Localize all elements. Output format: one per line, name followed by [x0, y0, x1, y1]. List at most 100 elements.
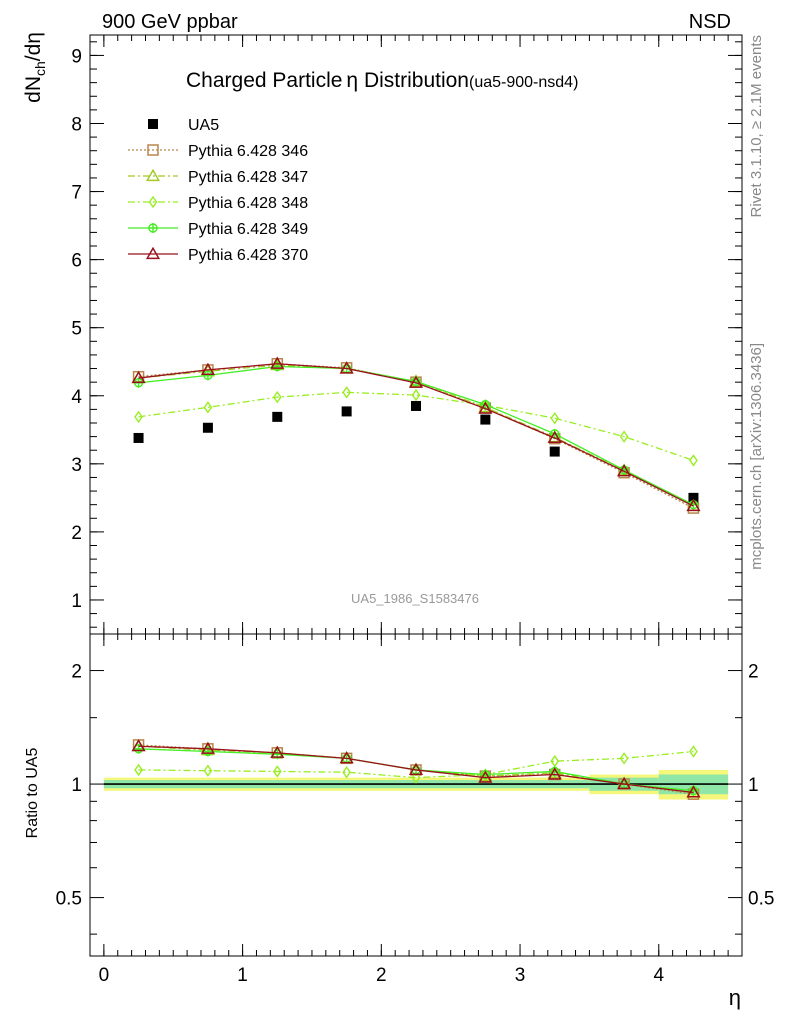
main-line-3	[138, 391, 694, 462]
process-label: NSD	[689, 11, 731, 33]
legend-item: Pythia 6.428 346	[128, 143, 308, 160]
ratio-y-tick-label: 0.5	[56, 889, 82, 910]
main-series-5	[131, 356, 701, 512]
y-axis-label-main: dN	[22, 76, 45, 103]
ratio-y-tick-label-right: 2	[748, 662, 759, 683]
y-tick-label: 1	[71, 591, 82, 612]
ratio-y-tick-label: 1	[71, 775, 82, 796]
main-point-5	[200, 362, 215, 375]
y-tick-label: 3	[71, 455, 82, 476]
chart-title-tag: (ua5-900-nsd4)	[469, 74, 578, 91]
y-tick-label: 2	[71, 523, 82, 544]
main-axes: 1 2 3 4 5 6 7 8 9	[71, 35, 742, 634]
legend-label: Pythia 6.428 370	[188, 247, 308, 264]
ratio-series-4	[131, 738, 701, 798]
ratio-point-4	[686, 785, 701, 798]
main-point-5	[131, 370, 146, 384]
main-point-3	[689, 454, 698, 467]
analysis-watermark: UA5_1986_S1583476	[351, 591, 479, 606]
ratio-y-tick-label-right: 0.5	[748, 889, 774, 910]
main-point-3	[134, 410, 143, 424]
x-tick-label: 2	[376, 965, 387, 986]
y-tick-label: 9	[71, 46, 82, 67]
main-point-0	[341, 406, 352, 417]
main-point-3	[619, 430, 629, 443]
ratio-line-1	[138, 745, 694, 794]
y-tick-label: 8	[71, 114, 82, 135]
y-axis-label: dNch/dη	[22, 32, 48, 103]
main-point-0	[411, 400, 421, 411]
legend-label: Pythia 6.428 347	[188, 169, 308, 186]
legend-item: Pythia 6.428 349	[128, 221, 308, 238]
main-point-5	[270, 356, 285, 369]
main-point-3	[550, 412, 560, 425]
main-point-0	[688, 492, 699, 503]
ratio-y-tick-label-right: 1	[748, 775, 759, 796]
ratio-frame	[89, 633, 743, 957]
ratio-y-axis-label: Ratio to UA5	[24, 748, 41, 839]
ratio-point-4	[478, 770, 493, 783]
main-series-3	[134, 386, 698, 467]
main-panel: 1 2 3 4 5 6 7 8 9	[71, 34, 743, 635]
ratio-point-2	[689, 745, 698, 758]
ratio-point-4	[408, 762, 424, 776]
main-line-5	[138, 363, 694, 507]
main-point-3	[203, 401, 213, 414]
chart-title-eta: η	[346, 69, 358, 92]
y-tick-label: 4	[71, 387, 82, 408]
legend-item: UA5	[148, 117, 219, 134]
legend-marker	[145, 168, 161, 182]
ratio-point-2	[619, 752, 629, 765]
chart-title-rest: Distribution	[358, 69, 469, 92]
ratio-point-4	[617, 776, 632, 790]
y-axis-label-rest: /dη	[22, 32, 45, 61]
ratio-y-tick-label: 2	[71, 662, 82, 683]
main-point-0	[272, 411, 283, 422]
main-point-3	[411, 388, 421, 402]
legend-item: Pythia 6.428 370	[128, 246, 308, 264]
ratio-series	[131, 738, 701, 800]
energy-label: 900 GeV ppbar	[102, 11, 238, 33]
ratio-axes: 0 1 2 3 4 0.5 0.5 1 1 2 2	[56, 634, 774, 986]
ratio-point-4	[270, 745, 285, 758]
y-tick-label: 7	[71, 183, 82, 204]
ratio-point-4	[339, 751, 354, 764]
ratio-point-2	[411, 771, 421, 784]
main-point-0	[480, 414, 491, 425]
legend-label: Pythia 6.428 348	[188, 195, 308, 212]
main-point-0	[202, 422, 213, 433]
legend-marker	[147, 144, 159, 156]
x-tick-label: 4	[653, 965, 664, 986]
main-series	[131, 356, 701, 514]
main-point-4	[202, 370, 213, 381]
main-point-5	[547, 430, 562, 444]
x-axis-label: η	[729, 985, 741, 1010]
legend-marker	[148, 223, 158, 233]
side-mcplots-label: mcplots.cern.ch [arXiv:1306.3436]	[748, 343, 765, 570]
y-tick-label: 6	[71, 251, 82, 272]
ratio-panel: 0 1 2 3 4 0.5 0.5 1 1 2 2	[56, 633, 774, 986]
legend-label: UA5	[188, 117, 219, 134]
ratio-point-4	[547, 767, 562, 780]
ratio-line-4	[138, 745, 694, 794]
y-axis-label-sub: ch	[32, 61, 48, 76]
legend-item: Pythia 6.428 348	[128, 195, 308, 212]
main-point-5	[686, 498, 701, 512]
ratio-point-4	[200, 741, 215, 754]
x-tick-label: 3	[515, 965, 526, 986]
legend-marker	[148, 195, 158, 209]
ratio-point-4	[131, 738, 146, 752]
side-rivet-label: Rivet 3.1.10, ≥ 2.1M events	[748, 35, 765, 218]
x-tick-label: 1	[237, 965, 248, 986]
ratio-point-2	[550, 754, 560, 768]
main-point-5	[478, 401, 493, 414]
chart-title-main: Charged Particle	[186, 69, 342, 92]
legend-marker	[148, 119, 158, 129]
legend-label: Pythia 6.428 349	[188, 221, 308, 238]
main-point-5	[617, 464, 632, 477]
legend-item: Pythia 6.428 347	[128, 168, 308, 186]
legend: UA5 Pythia 6.428 346 Pythia 6.428 347 Pythi…	[128, 117, 308, 264]
main-series-4	[133, 361, 699, 510]
ratio-point-2	[342, 766, 351, 779]
